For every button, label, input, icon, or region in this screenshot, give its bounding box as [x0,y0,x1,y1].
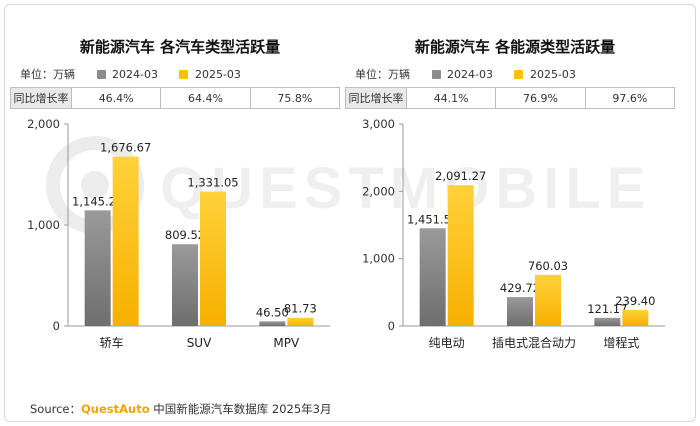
source-brand: QuestAuto [81,402,150,416]
legend-item-2024: 2024-03 [431,67,493,81]
y-tick-label: 0 [53,319,60,333]
chart-panel-vehicle-type: 新能源汽车 各汽车类型活跃量 单位：万辆 2024-03 2025-03 同比增… [10,0,350,390]
legend-label-2025: 2025-03 [194,67,241,81]
data-label: 1,451.50 [407,212,458,226]
bar-2024 [507,297,533,326]
legend-swatch-2025 [514,69,524,79]
yoy-value: 76.9% [495,87,586,109]
legend-item-2024: 2024-03 [96,67,158,81]
data-label: 1,331.05 [187,176,238,190]
data-label: 46.50 [256,305,289,319]
source-prefix: Source： [30,402,81,416]
bar-2024 [172,244,198,326]
data-label: 81.73 [284,302,317,316]
yoy-value: 64.4% [160,87,251,109]
legend-label-2024: 2024-03 [112,67,158,81]
y-tick-label: 2,000 [27,117,60,131]
bar-2025 [287,317,314,326]
source-note: Source：QuestAuto 中国新能源汽车数据库 2025年3月 [30,401,332,417]
data-label: 809.52 [165,228,205,242]
bar-chart: 0 1,000 2,000 1,145.24 1,676.67 轿车 809.52 1,331… [27,117,330,350]
chart-title: 新能源汽车 各能源类型活跃量 [414,38,616,56]
x-category-label: MPV [273,336,300,350]
y-tick-label: 3,000 [362,117,395,131]
legend-swatch-2025 [179,69,189,79]
legend-item-2025: 2025-03 [514,67,576,81]
y-tick-label: 2,000 [362,184,395,198]
bar-2024 [84,210,111,326]
data-label: 2,091.27 [435,169,486,183]
bar-2025 [112,156,139,326]
bar-chart: 0 1,000 2,000 3,000 1,451.50 2,091.27 纯电动 429.7… [362,117,665,350]
yoy-label: 同比增长率 [345,87,407,109]
y-tick-label: 1,000 [27,218,60,232]
legend-label-2024: 2024-03 [447,67,493,81]
yoy-value: 46.4% [70,87,162,109]
data-label: 1,676.67 [100,141,151,155]
unit-label: 单位：万辆 [355,68,410,81]
bar-2025 [447,185,474,326]
bar-2024 [259,321,286,326]
legend-item-2025: 2025-03 [179,67,241,81]
bar-2024 [594,317,621,326]
data-label: 760.03 [528,259,568,273]
bar-2025 [622,309,649,326]
chart-title: 新能源汽车 各汽车类型活跃量 [79,38,281,56]
yoy-table: 同比增长率 46.4% 64.4% 75.8% [10,87,341,109]
x-category-label: 增程式 [603,335,639,350]
yoy-label: 同比增长率 [10,87,72,109]
x-category-label: 插电式混合动力 [492,335,576,350]
unit-label: 单位：万辆 [20,68,75,81]
data-label: 121.17 [587,302,627,316]
data-label: 239.40 [615,294,655,308]
chart-panel-energy-type: 新能源汽车 各能源类型活跃量 单位：万辆 2024-03 2025-03 同比增… [345,0,685,390]
bar-2025 [200,191,226,326]
unit-legend-row: 单位：万辆 2024-03 2025-03 [20,66,241,82]
x-category-label: 轿车 [100,335,124,350]
source-text: 中国新能源汽车数据库 2025年3月 [149,402,332,416]
yoy-value: 75.8% [249,87,341,109]
yoy-value: 44.1% [405,87,497,109]
y-tick-label: 1,000 [362,252,395,266]
legend-swatch-2024 [431,69,441,79]
x-category-label: 纯电动 [429,336,465,350]
data-label: 1,145.24 [72,194,123,208]
yoy-table: 同比增长率 44.1% 76.9% 97.6% [345,87,676,109]
bar-2025 [535,274,561,326]
legend-swatch-2024 [96,69,106,79]
data-label: 429.72 [500,281,540,295]
bar-2024 [419,228,446,326]
yoy-value: 97.6% [584,87,676,109]
x-category-label: SUV [187,336,212,350]
legend-label-2025: 2025-03 [529,67,576,81]
unit-legend-row: 单位：万辆 2024-03 2025-03 [355,66,576,82]
y-tick-label: 0 [388,319,395,333]
